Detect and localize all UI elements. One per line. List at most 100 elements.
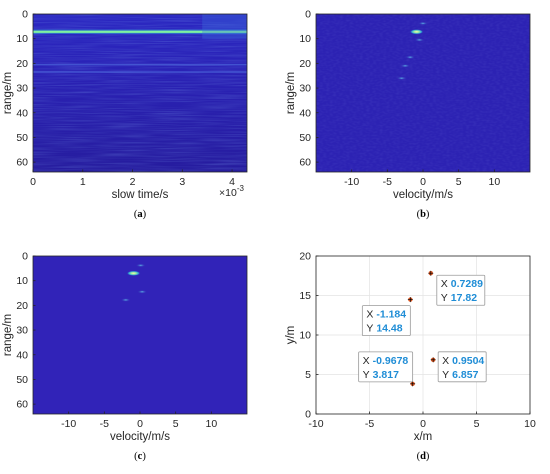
panel-b-x-tick-label: -5: [383, 176, 392, 188]
panel-b-x-tick-label: 0: [420, 176, 426, 188]
panel-b-hotspot: [418, 21, 428, 26]
panel-d-datatip-x-value: -0.9678: [373, 355, 409, 367]
panel-b-y-tick-label: 40: [299, 107, 311, 119]
panel-a-y-tick-label: 10: [16, 33, 28, 45]
panel-a-x-tick-label: 0: [30, 176, 36, 188]
panel-d-ylabel: y/m: [285, 326, 297, 345]
panel-d-datatip-box: [358, 351, 414, 383]
panel-d-datatip-box: [437, 351, 487, 383]
panel-a-xlabel: slow time/s: [112, 189, 169, 201]
panel-b-hotspot: [409, 29, 424, 35]
panel-c-y-tick-label: 10: [16, 275, 28, 287]
panel-a-y-tick-label: 30: [16, 83, 28, 95]
panel-c-hotspot: [120, 298, 131, 302]
panel-a-axes-frame: [32, 13, 248, 173]
panel-c-xlabel: velocity/m/s: [110, 431, 170, 443]
panel-c: -10 -5 0 5 10 0 10 20 30 40 50 60 velocity/m/s rang…: [2, 251, 248, 462]
panel-d-x-tick-label: -5: [365, 418, 374, 430]
panel-c-y-tick-label: 30: [16, 325, 28, 337]
panel-a-noise-texture: [33, 14, 247, 172]
panel-b-hotspot: [414, 38, 425, 42]
panel-d-y-tick-label: 20: [299, 251, 311, 263]
panel-c-x-tick-label: 10: [205, 418, 217, 430]
panel-a-y-tick-label: 20: [16, 58, 28, 70]
panel-b: -10 -5 0 5 10 0 10 20 30 40 50 60 velocity/m/s rang…: [285, 9, 531, 220]
panel-b-x-tick-label: 10: [488, 176, 500, 188]
panel-d-caption: (d): [417, 451, 430, 462]
panel-d-datatip-y-label: Y: [366, 323, 373, 335]
panel-d-datatip-x-value: -1.184: [376, 309, 406, 321]
panel-a-y-tick-label: 50: [16, 132, 28, 144]
panel-c-y-tick-label: 60: [16, 399, 28, 411]
panel-c-heatmap: [33, 256, 247, 414]
panel-b-noise-texture: [316, 14, 530, 172]
panel-d-datatip-y-label: Y: [442, 369, 449, 381]
panel-d-datatip-y-label: Y: [441, 292, 448, 304]
panel-b-caption: (b): [417, 209, 430, 220]
panel-c-hotspot: [137, 289, 148, 294]
panel-b-ylabel: range/m: [285, 72, 297, 114]
panel-a-faint-line: [33, 71, 247, 73]
panel-a-x-tick-label: 1: [80, 176, 86, 188]
panel-a-x-tick-label: 3: [179, 176, 185, 188]
panel-d-x-tick-label: 10: [524, 418, 536, 430]
panel-c-x-tick-label: 0: [137, 418, 143, 430]
panel-b-xlabel: velocity/m/s: [393, 189, 453, 201]
panel-c-y-tick-label: 40: [16, 349, 28, 361]
panel-d-x-tick-label: 0: [420, 418, 426, 430]
panel-c-ylabel: range/m: [2, 314, 14, 356]
panel-d-y-tick-label: 10: [299, 330, 311, 342]
panel-c-y-tick-label: 0: [22, 251, 28, 263]
panel-d-point-cross: [430, 357, 436, 363]
panel-d-datatip-x-label: X: [441, 278, 448, 290]
panel-d-point-cross: [407, 297, 413, 303]
panel-c-hotspot: [126, 270, 141, 276]
panel-b-y-tick-label: 60: [299, 157, 311, 169]
panel-d-y-tick-label: 0: [305, 409, 311, 421]
panel-b-hotspot: [400, 64, 411, 68]
panel-b-y-tick-label: 30: [299, 83, 311, 95]
panel-c-x-tick-label: -5: [100, 418, 109, 430]
panel-d-datatip-x-label: X: [363, 355, 370, 367]
panel-d-datatip-box: [361, 305, 411, 337]
panel-c-x-tick-label: 5: [173, 418, 179, 430]
panel-d-point-cross: [410, 381, 416, 387]
panel-b-y-tick-label: 10: [299, 33, 311, 45]
panel-a-y-tick-label: 60: [16, 157, 28, 169]
panel-a-faint-line: [33, 63, 247, 66]
panel-a-x-exponent: ×10-3: [219, 184, 244, 199]
panel-a-bright-patch: [202, 14, 247, 39]
panel-d-xlabel: x/m: [414, 431, 433, 443]
panel-d-datatip-y-value: 6.857: [452, 369, 478, 381]
panel-b-y-tick-label: 20: [299, 58, 311, 70]
panel-c-caption: (c): [134, 451, 146, 462]
panel-d-datatip-x-value: 0.9504: [452, 355, 484, 367]
panel-a-y-tick-label: 0: [22, 9, 28, 21]
panel-a-y-tick-label: 40: [16, 107, 28, 119]
panel-a-bright-line: [33, 30, 247, 33]
panel-b-y-tick-label: 0: [305, 9, 311, 21]
panel-a-ylabel: range/m: [2, 72, 14, 114]
panel-d-x-tick-label: -10: [308, 418, 323, 430]
panel-b-hotspot: [405, 55, 416, 60]
panel-c-y-tick-label: 50: [16, 374, 28, 386]
panel-b-hotspot: [396, 76, 407, 80]
panel-b-y-tick-label: 50: [299, 132, 311, 144]
panel-d-datatip-y-value: 14.48: [376, 323, 402, 335]
panel-d-datatip-y-value: 3.817: [373, 369, 399, 381]
panel-d-y-tick-label: 5: [305, 369, 311, 381]
panel-d-y-tick-label: 15: [299, 290, 311, 302]
panel-d-datatip-box: [436, 274, 486, 306]
panel-b-x-tick-label: -10: [344, 176, 359, 188]
panel-b-x-tick-label: 5: [456, 176, 462, 188]
panel-c-y-tick-label: 20: [16, 300, 28, 312]
panel-d-datatip-x-label: X: [366, 309, 373, 321]
panel-d-datatip-x-value: 0.7289: [451, 278, 483, 290]
